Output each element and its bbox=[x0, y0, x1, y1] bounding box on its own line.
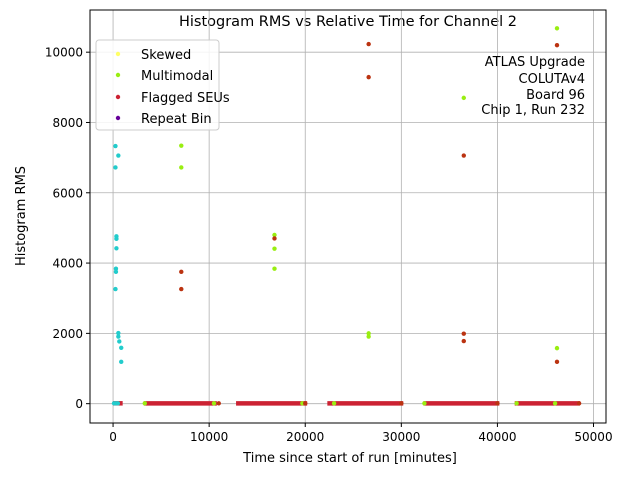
legend-marker-skewed bbox=[115, 51, 121, 57]
legend-marker-flagged-seus bbox=[115, 94, 121, 100]
x-tick-label: 50000 bbox=[574, 430, 612, 444]
y-axis-label: Histogram RMS bbox=[14, 166, 29, 266]
x-tick-label: 40000 bbox=[478, 430, 516, 444]
data-point bbox=[119, 359, 124, 365]
data-point bbox=[113, 269, 119, 275]
legend-marker-multimodal bbox=[115, 72, 121, 78]
data-point bbox=[119, 345, 124, 350]
data-point bbox=[113, 286, 118, 292]
data-point bbox=[114, 236, 119, 242]
data-point bbox=[552, 401, 558, 406]
data-point bbox=[113, 165, 118, 170]
data-point bbox=[554, 42, 560, 48]
data-point bbox=[422, 401, 427, 406]
data-point bbox=[366, 74, 371, 80]
annotation-line-1: ATLAS Upgrade bbox=[485, 55, 585, 70]
data-point bbox=[114, 246, 119, 251]
data-point bbox=[272, 236, 277, 241]
data-point bbox=[113, 266, 119, 271]
y-tick-label: 2000 bbox=[52, 327, 83, 341]
legend-label-multimodal: Multimodal bbox=[141, 69, 213, 84]
data-point bbox=[399, 401, 404, 406]
x-tick-label: 0 bbox=[109, 430, 117, 444]
legend-label-repeat-bin: Repeat Bin bbox=[141, 112, 212, 127]
data-point bbox=[113, 143, 118, 149]
data-point bbox=[179, 143, 184, 148]
legend-label-skewed: Skewed bbox=[141, 48, 191, 63]
data-point bbox=[554, 26, 560, 31]
data-point bbox=[117, 339, 122, 344]
x-tick-label: 20000 bbox=[286, 430, 324, 444]
data-point bbox=[272, 246, 277, 251]
y-tick-label: 0 bbox=[75, 397, 83, 411]
data-point bbox=[554, 345, 560, 351]
y-tick-label: 4000 bbox=[52, 257, 83, 271]
data-point bbox=[461, 338, 466, 344]
annotation-box: ATLAS Upgrade COLUTAv4 Board 96 Chip 1, … bbox=[481, 55, 585, 118]
y-axis: 0 2000 4000 6000 8000 10000 bbox=[45, 46, 90, 411]
annotation-line-4: Chip 1, Run 232 bbox=[481, 103, 585, 118]
data-point bbox=[576, 401, 582, 406]
y-tick-label: 8000 bbox=[52, 116, 83, 130]
plot-frame bbox=[89, 9, 607, 424]
chart-title: Histogram RMS vs Relative Time for Chann… bbox=[179, 14, 517, 30]
data-point bbox=[115, 401, 121, 406]
data-point bbox=[461, 95, 466, 101]
data-point bbox=[554, 359, 560, 365]
annotation-line-2: COLUTAv4 bbox=[519, 72, 585, 87]
data-point bbox=[179, 165, 184, 170]
legend-frame bbox=[95, 39, 220, 131]
x-axis: 0 10000 20000 30000 40000 50000 bbox=[109, 423, 613, 444]
data-point bbox=[179, 286, 184, 292]
legend-label-flagged-seus: Flagged SEUs bbox=[141, 91, 230, 106]
data-point bbox=[116, 330, 121, 336]
data-point bbox=[272, 266, 277, 271]
data-point bbox=[461, 153, 466, 158]
data-point bbox=[514, 401, 519, 406]
data-point bbox=[461, 331, 466, 336]
x-tick-label: 10000 bbox=[190, 430, 228, 444]
data-point bbox=[366, 41, 371, 47]
plot-area bbox=[111, 26, 582, 406]
data-point bbox=[211, 401, 217, 406]
data-point bbox=[142, 401, 147, 406]
data-point bbox=[495, 401, 500, 406]
data-point bbox=[216, 401, 221, 406]
x-axis-label: Time since start of run [minutes] bbox=[242, 451, 457, 466]
annotation-line-3: Board 96 bbox=[526, 88, 585, 103]
x-tick-label: 30000 bbox=[382, 430, 420, 444]
data-point bbox=[116, 334, 121, 339]
data-point bbox=[272, 232, 277, 238]
y-tick-label: 6000 bbox=[52, 186, 83, 200]
data-point bbox=[116, 153, 121, 158]
data-point bbox=[366, 331, 371, 336]
legend: Skewed Multimodal Flagged SEUs Repeat Bi… bbox=[95, 39, 230, 131]
data-point bbox=[179, 269, 184, 275]
data-point bbox=[303, 401, 308, 406]
data-point bbox=[366, 334, 371, 339]
data-point bbox=[331, 401, 337, 406]
y-tick-label: 10000 bbox=[45, 46, 83, 60]
legend-marker-repeat-bin bbox=[115, 115, 121, 121]
